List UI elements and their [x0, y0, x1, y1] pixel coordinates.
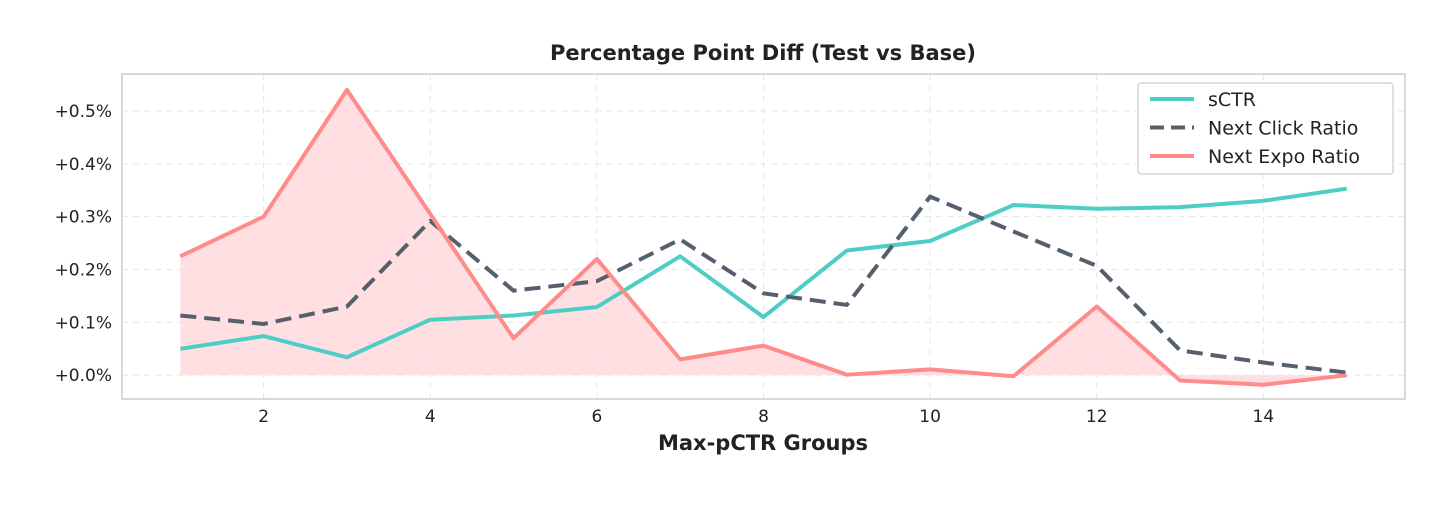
legend-entry-label: Next Click Ratio	[1208, 118, 1358, 140]
series-line	[179, 87, 1347, 387]
y-tick-label: +0.0%	[55, 366, 112, 386]
x-axis-label: Max-pCTR Groups	[658, 431, 868, 455]
x-tick-label: 6	[591, 407, 602, 427]
series-line	[180, 186, 1347, 360]
chart-title: Percentage Point Diff (Test vs Base)	[550, 41, 976, 65]
series-area-fill	[180, 89, 1347, 385]
legend-entry-label: sCTR	[1208, 89, 1256, 111]
x-tick-label: 4	[425, 407, 436, 427]
legend: sCTR Next Click Ratio Next Expo Ratio	[1137, 82, 1394, 175]
y-tick-label: +0.4%	[55, 155, 112, 175]
x-axis-ticks: 2 4 6 8 10 12 14	[258, 407, 1274, 427]
x-tick-label: 2	[258, 407, 269, 427]
x-tick-label: 14	[1253, 407, 1275, 427]
x-tick-label: 8	[758, 407, 769, 427]
x-tick-label: 12	[1086, 407, 1108, 427]
legend-entry-label: Next Expo Ratio	[1208, 146, 1360, 168]
y-tick-label: +0.1%	[55, 313, 112, 333]
series-line	[180, 194, 1347, 375]
plot-area-frame	[121, 73, 1406, 400]
y-tick-label: +0.2%	[55, 261, 112, 281]
x-tick-label: 10	[919, 407, 941, 427]
y-axis-ticks: +0.0% +0.1% +0.2% +0.3% +0.4% +0.5%	[55, 102, 112, 386]
legend-frame	[1137, 82, 1394, 175]
area-fill-layer	[180, 89, 1347, 385]
y-tick-label: +0.3%	[55, 208, 112, 228]
series-layer	[179, 87, 1347, 387]
y-tick-label: +0.5%	[55, 102, 112, 122]
